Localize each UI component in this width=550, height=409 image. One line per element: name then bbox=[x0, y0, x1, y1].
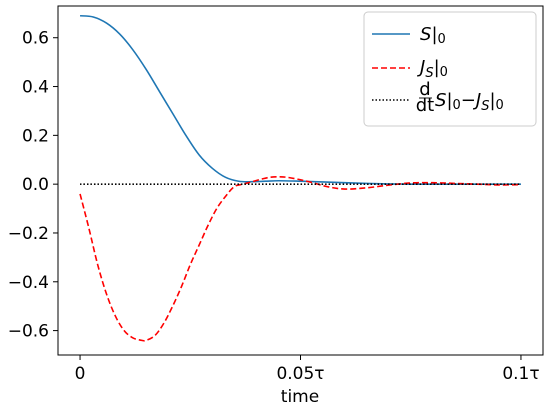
series-line-js bbox=[79, 176, 521, 342]
x-axis-ticks: 0 0.05τ 0.1τ bbox=[75, 355, 540, 384]
legend-label-balance: d dt S|0−JS|0 bbox=[416, 79, 504, 116]
y-tick-label: 0.4 bbox=[22, 78, 49, 98]
y-tick-label: −0.2 bbox=[8, 224, 49, 244]
svg-text:d: d bbox=[419, 79, 430, 100]
svg-text:S|0−JS|0: S|0−JS|0 bbox=[435, 90, 504, 114]
legend-box bbox=[363, 11, 537, 127]
y-tick-label: −0.4 bbox=[8, 273, 49, 293]
y-tick-label: 0.2 bbox=[22, 126, 49, 146]
x-tick-label: 0 bbox=[75, 364, 86, 384]
y-tick-label: 0.6 bbox=[22, 29, 49, 49]
y-tick-label: −0.6 bbox=[8, 322, 49, 342]
legend-label-js: JS|0 bbox=[417, 57, 448, 81]
legend-label-s: S|0 bbox=[420, 24, 446, 47]
series-line-s bbox=[79, 14, 521, 185]
y-axis-ticks: 0.6 0.4 0.2 0.0 −0.2 −0.4 −0.6 bbox=[8, 29, 58, 342]
svg-text:dt: dt bbox=[416, 95, 434, 116]
legend: S|0 JS|0 d dt S|0−JS|0 bbox=[363, 11, 537, 127]
series-layer bbox=[79, 14, 521, 342]
x-tick-label: 0.1τ bbox=[502, 364, 539, 384]
x-tick-label: 0.05τ bbox=[276, 364, 324, 384]
y-tick-label: 0.0 bbox=[22, 175, 49, 195]
x-axis-label: time bbox=[281, 387, 319, 407]
